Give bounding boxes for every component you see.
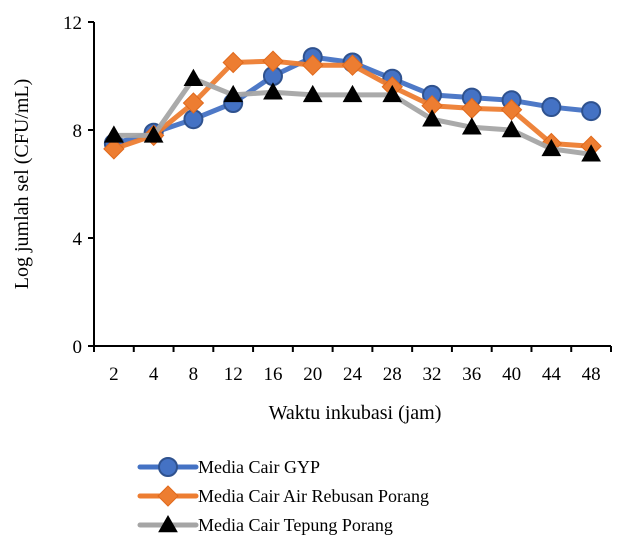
x-tick-label: 36: [462, 364, 481, 385]
x-tick-label: 44: [542, 364, 562, 385]
y-tick-label: 8: [73, 121, 83, 142]
data-point: [263, 82, 283, 100]
legend-label: Media Cair Air Rebusan Porang: [198, 486, 429, 506]
data-point: [500, 99, 523, 121]
data-point: [183, 68, 204, 86]
legend-entry-1: Media Cair GYP: [137, 457, 320, 477]
series-layer: [103, 47, 602, 162]
data-point: [581, 101, 602, 122]
legend: Media Cair GYP Media Cair Air Rebusan Por…: [137, 457, 429, 535]
data-point: [222, 51, 244, 74]
legend-swatch-marker: [158, 457, 178, 477]
x-tick-label: 12: [224, 364, 243, 385]
x-tick-label: 4: [149, 364, 159, 385]
data-point: [262, 50, 284, 72]
data-point: [581, 144, 601, 162]
data-point: [302, 54, 324, 76]
y-tick-label: 0: [73, 337, 83, 358]
legend-swatch-marker: [158, 514, 178, 533]
legend-label: Media Cair GYP: [198, 457, 320, 477]
data-point: [143, 125, 164, 143]
legend-entry-2: Media Cair Air Rebusan Porang: [137, 485, 429, 507]
data-point: [302, 84, 323, 103]
y-tick-label: 12: [63, 13, 82, 34]
x-tick-label: 48: [582, 364, 601, 385]
y-tick-label: 4: [73, 229, 83, 250]
data-point: [104, 125, 124, 143]
x-tick-label: 32: [423, 364, 442, 385]
x-tick-label: 40: [502, 364, 521, 385]
data-point: [182, 92, 205, 114]
data-point: [541, 97, 562, 118]
data-point: [342, 84, 363, 103]
x-tick-label: 24: [343, 364, 363, 385]
x-tick-label: 28: [383, 364, 402, 385]
series-2: [103, 50, 602, 160]
data-point: [501, 119, 522, 138]
data-point: [341, 54, 364, 76]
data-point: [461, 117, 482, 135]
legend-entry-3: Media Cair Tepung Porang: [137, 514, 393, 535]
x-tick-label: 2: [109, 364, 119, 385]
data-point: [541, 138, 562, 157]
data-point: [422, 109, 442, 127]
legend-swatch-marker: [157, 485, 179, 507]
x-axis-title: Waktu inkubasi (jam): [269, 402, 442, 424]
y-axis-title: Log jumlah sel (CFU/mL): [11, 79, 33, 290]
x-tick-label: 16: [263, 364, 282, 385]
series-3: [104, 68, 601, 162]
data-point: [103, 138, 125, 160]
data-point: [382, 84, 403, 103]
x-tick-label: 20: [303, 364, 322, 385]
x-tick-label: 8: [189, 364, 199, 385]
data-point: [223, 84, 244, 103]
legend-label: Media Cair Tepung Porang: [198, 515, 393, 535]
